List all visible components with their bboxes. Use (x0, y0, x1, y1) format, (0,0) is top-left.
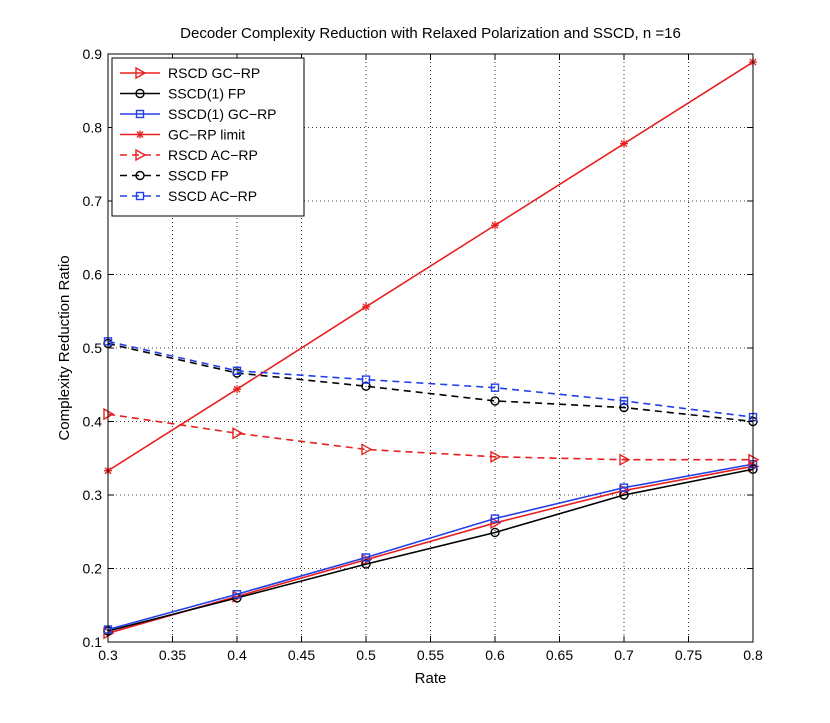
x-tick-label: 0.3 (98, 647, 118, 663)
data-point (361, 553, 371, 562)
data-point (491, 221, 499, 230)
data-point (361, 375, 371, 384)
x-tick-label: 0.4 (227, 647, 247, 663)
series-line (107, 342, 754, 423)
legend-label: SSCD FP (168, 168, 229, 184)
legend-label: GC−RP limit (168, 127, 245, 143)
data-point (233, 385, 241, 394)
data-point (490, 396, 500, 406)
legend-label: SSCD AC−RP (168, 188, 257, 204)
legend-label: RSCD AC−RP (168, 147, 258, 163)
data-point (490, 527, 500, 538)
data-point (619, 453, 631, 466)
legend-entry: SSCD FP (120, 168, 229, 184)
legend-label: SSCD(1) GC−RP (168, 106, 277, 122)
series-3 (104, 58, 757, 475)
data-point (490, 383, 500, 392)
y-tick-label: 0.1 (83, 634, 103, 650)
x-tick-label: 0.6 (485, 647, 505, 663)
x-tick-label: 0.8 (743, 647, 763, 663)
data-point (232, 366, 242, 375)
data-point (135, 191, 145, 201)
data-point (490, 450, 502, 463)
star-stroke (136, 131, 144, 138)
data-point (490, 516, 502, 530)
y-tick-label: 0.9 (83, 46, 103, 62)
ticks: 0.3 0.35 0.4 0.45 0.5 0.55 0.6 0.65 0.7 0.75 0.8 0.… (83, 46, 763, 663)
series-line (107, 61, 754, 472)
star-stroke (491, 221, 499, 229)
data-point (361, 381, 371, 391)
x-tick-label: 0.45 (288, 647, 315, 663)
data-point (135, 88, 145, 99)
data-point (619, 396, 629, 406)
data-point (619, 402, 629, 413)
legend-entry: SSCD AC−RP (120, 188, 257, 204)
x-tick-label: 0.7 (614, 647, 634, 663)
data-point (136, 130, 144, 139)
data-point (490, 514, 500, 523)
star-stroke (362, 303, 370, 311)
data-point (361, 559, 371, 569)
series-line (107, 413, 753, 461)
data-point (135, 66, 147, 80)
y-tick-label: 0.2 (83, 561, 103, 577)
x-tick-label: 0.55 (417, 647, 444, 663)
series-line (107, 465, 754, 634)
data-point (362, 302, 370, 311)
data-point (135, 170, 145, 181)
x-tick-label: 0.65 (546, 647, 573, 663)
legend-entry: GC−RP limit (120, 127, 245, 143)
y-tick-label: 0.7 (83, 193, 103, 209)
legend-label: RSCD GC−RP (168, 65, 260, 81)
legend-entry: SSCD(1) FP (120, 86, 246, 102)
y-tick-label: 0.4 (83, 414, 103, 430)
data-point (361, 443, 373, 456)
series-line (107, 468, 754, 632)
star-stroke (233, 385, 241, 393)
legend-entry: RSCD AC−RP (120, 147, 258, 163)
chart-title: Decoder Complexity Reduction with Relaxe… (180, 25, 681, 42)
legend-entry: SSCD(1) GC−RP (120, 106, 277, 122)
star-stroke (620, 140, 628, 148)
x-axis-label: Rate (415, 670, 447, 687)
legend-label: SSCD(1) FP (168, 86, 246, 102)
y-tick-label: 0.8 (83, 120, 103, 136)
series-line (107, 463, 754, 631)
y-tick-label: 0.3 (83, 487, 103, 503)
y-tick-label: 0.5 (83, 340, 103, 356)
y-tick-label: 0.6 (83, 267, 103, 283)
data-point (135, 148, 147, 162)
legend: RSCD GC−RP SSCD(1) FP SSCD(1) GC−RP GC−RP l… (111, 57, 305, 217)
x-tick-label: 0.75 (675, 647, 702, 663)
data-point (619, 483, 629, 492)
x-tick-label: 0.5 (356, 647, 376, 663)
series-line (107, 340, 754, 418)
series-6 (103, 337, 758, 422)
y-axis-label: Complexity Reduction Ratio (56, 255, 73, 440)
x-tick-label: 0.35 (159, 647, 186, 663)
legend-entry: RSCD GC−RP (120, 65, 260, 81)
data-point (135, 109, 145, 119)
data-point (232, 427, 244, 440)
data-point (620, 139, 628, 148)
legend-box (111, 57, 305, 217)
data-point (232, 590, 242, 599)
